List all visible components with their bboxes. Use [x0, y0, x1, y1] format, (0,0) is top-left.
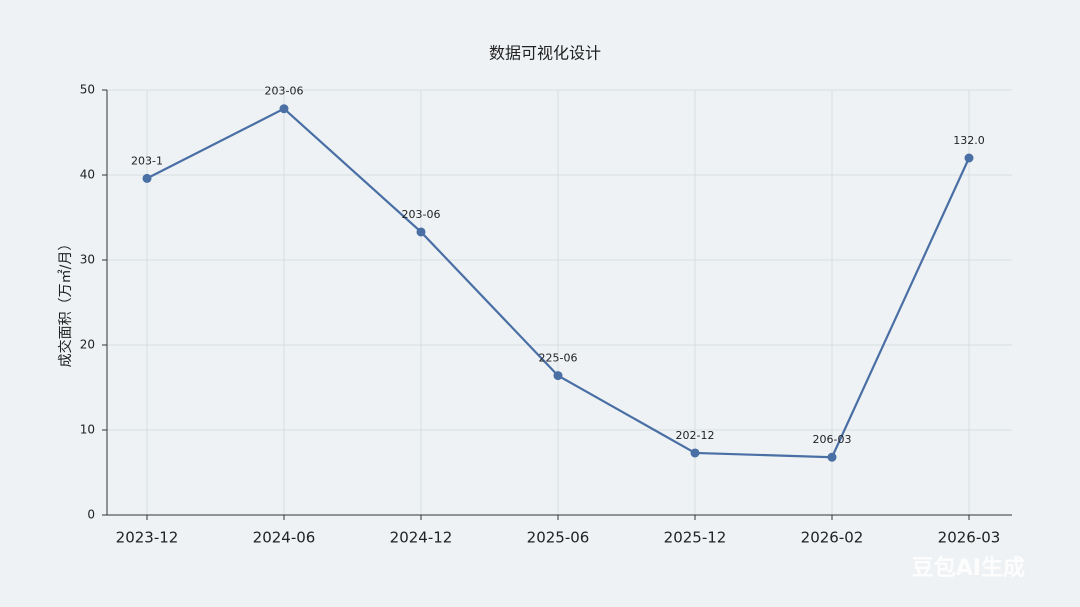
annotation: 206-03 [813, 433, 852, 446]
x-tick-label: 2025-12 [664, 529, 727, 547]
y-tick-label: 0 [87, 508, 95, 522]
point [690, 448, 700, 458]
point [142, 173, 152, 183]
x-tick-label: 2024-06 [253, 529, 316, 547]
x-tick-label: 2023-12 [116, 529, 179, 547]
point [964, 153, 974, 163]
annotation: 203-06 [402, 208, 441, 221]
annotation: 203-1 [131, 154, 163, 167]
y-tick-label: 40 [80, 168, 95, 182]
annotation: 132.0 [953, 134, 985, 147]
point [827, 452, 837, 462]
point [279, 104, 289, 114]
chart-title: 数据可视化设计 [489, 44, 601, 63]
annotation: 225-06 [539, 352, 578, 365]
y-tick-label: 10 [80, 423, 95, 437]
annotation: 203-06 [265, 85, 304, 98]
x-tick-label: 2025-06 [527, 529, 590, 547]
annotation: 202-12 [676, 429, 715, 442]
y-axis-label: 成交面积（万㎡/月） [57, 237, 74, 368]
y-tick-label: 50 [80, 83, 95, 97]
watermark: 豆包AI生成 [912, 555, 1025, 581]
point [553, 371, 563, 381]
x-tick-label: 2024-12 [390, 529, 453, 547]
x-tick-label: 2026-03 [938, 529, 1001, 547]
y-tick-label: 20 [80, 338, 95, 352]
point [416, 227, 426, 237]
y-tick-label: 30 [80, 253, 95, 267]
x-tick-label: 2026-02 [801, 529, 864, 547]
